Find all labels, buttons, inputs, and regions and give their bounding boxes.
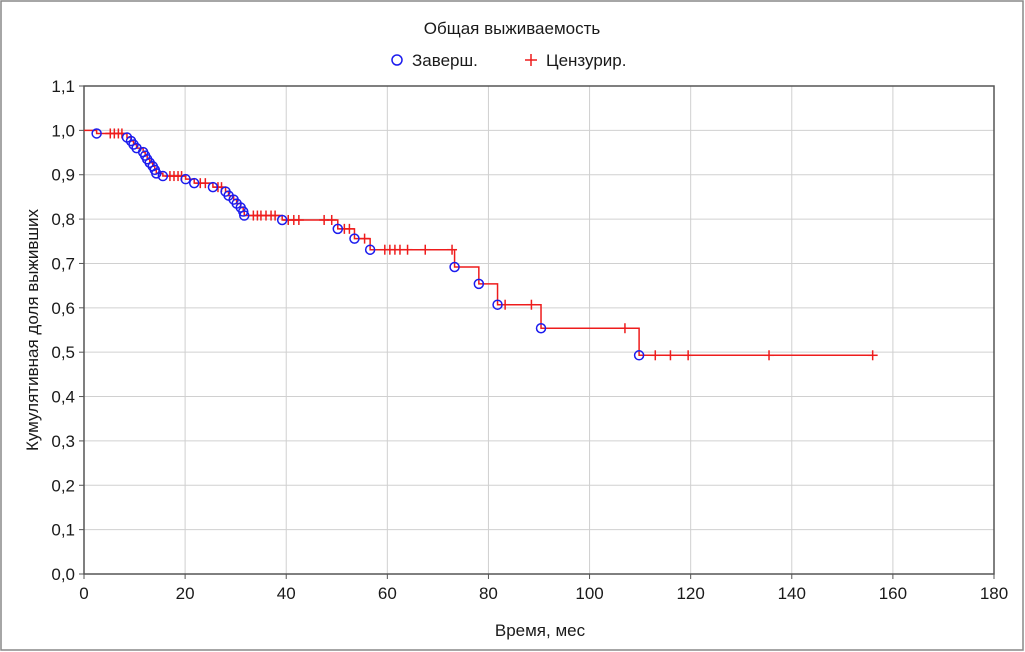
completed-marker	[492, 299, 503, 310]
y-tick-label: 0,1	[51, 521, 75, 540]
y-tick-label: 0,6	[51, 299, 75, 318]
x-axis-title: Время, мес	[495, 621, 586, 640]
completed-marker	[473, 278, 485, 290]
censored-marker	[200, 178, 211, 189]
censored-marker	[402, 244, 413, 255]
censored-marker	[665, 350, 676, 361]
completed-marker	[535, 322, 547, 334]
y-axis-ticks: 0,0 0,1 0,2 0,3 0,4 0,5 0,6 0,7 0,8 0,9 1,0 1,1	[51, 77, 84, 584]
legend-completed-marker	[391, 54, 403, 66]
censored-marker	[326, 214, 337, 225]
x-axis-ticks: 0 20 40 60 80 100 120 140 160 180	[79, 574, 1008, 603]
completed-marker	[180, 173, 191, 185]
censored-marker	[420, 244, 431, 255]
y-tick-label: 0,8	[51, 210, 75, 229]
completed-marker	[239, 210, 250, 221]
chart-title: Общая выживаемость	[424, 19, 601, 38]
censored-marker	[359, 233, 370, 244]
x-tick-label: 180	[980, 584, 1008, 603]
x-tick-label: 120	[676, 584, 704, 603]
censored-marker	[293, 214, 304, 225]
censored-marker	[764, 350, 775, 361]
completed-marker	[332, 223, 344, 235]
x-tick-label: 140	[778, 584, 806, 603]
x-tick-label: 100	[575, 584, 603, 603]
x-tick-label: 0	[79, 584, 88, 603]
completed-marker	[633, 350, 645, 361]
grid-layer	[84, 86, 994, 574]
completed-marker	[188, 177, 200, 189]
completed-marker	[238, 206, 249, 217]
completed-marker	[144, 157, 155, 168]
marker-layer	[91, 128, 878, 361]
x-tick-label: 80	[479, 584, 498, 603]
censored-marker	[867, 350, 878, 361]
legend-censored-marker	[525, 54, 537, 66]
completed-marker	[157, 170, 169, 182]
completed-marker	[128, 139, 139, 150]
legend: Заверш. Цензурир.	[391, 51, 626, 70]
completed-marker	[349, 233, 360, 244]
y-tick-label: 0,5	[51, 343, 75, 362]
censored-marker	[344, 223, 355, 234]
y-tick-label: 0,4	[51, 388, 75, 407]
x-tick-label: 160	[879, 584, 907, 603]
censored-marker	[683, 350, 694, 361]
y-tick-label: 0,2	[51, 476, 75, 495]
legend-censored-label: Цензурир.	[546, 51, 626, 70]
censored-marker	[447, 244, 458, 255]
y-tick-label: 0,9	[51, 166, 75, 185]
completed-marker	[364, 244, 376, 255]
y-tick-label: 0,3	[51, 432, 75, 451]
censored-marker	[270, 210, 281, 221]
completed-marker	[207, 181, 219, 193]
y-tick-label: 0,0	[51, 565, 75, 584]
y-axis-title: Кумулятивная доля выживших	[23, 208, 42, 451]
x-tick-label: 60	[378, 584, 397, 603]
completed-marker	[91, 128, 102, 139]
x-tick-label: 20	[176, 584, 195, 603]
x-tick-label: 40	[277, 584, 296, 603]
legend-completed-label: Заверш.	[412, 51, 478, 70]
y-tick-label: 0,7	[51, 254, 75, 273]
y-tick-label: 1,0	[51, 121, 75, 140]
censored-marker	[650, 350, 661, 361]
plot-area-frame	[83, 85, 995, 575]
censored-marker	[526, 299, 537, 310]
completed-marker	[276, 214, 288, 226]
y-tick-label: 1,1	[51, 77, 75, 96]
censored-marker	[619, 323, 630, 334]
completed-marker	[151, 168, 162, 179]
completed-marker	[449, 261, 460, 273]
